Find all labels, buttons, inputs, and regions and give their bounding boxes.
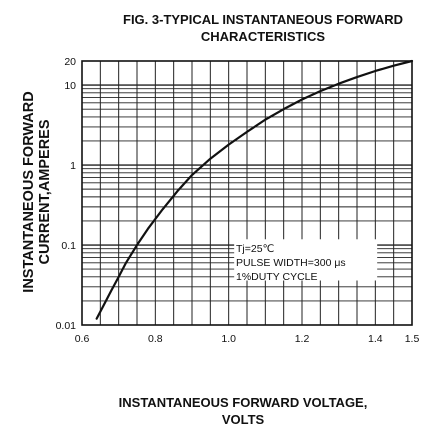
x-tick-label: 0.6 [75, 333, 90, 345]
grid [82, 61, 412, 325]
y-axis-label: INSTANTANEOUS FORWARD CURRENT,AMPERES [21, 91, 53, 292]
y-axis-label-line-1: INSTANTANEOUS FORWARD [21, 91, 37, 292]
y-tick-label: 0.01 [56, 320, 77, 332]
x-tick-label: 0.8 [148, 333, 163, 345]
y-tick-label: 10 [64, 80, 76, 92]
annotation-background [234, 239, 378, 281]
y-tick-label: 1 [70, 160, 76, 172]
x-tick-label: 1.2 [295, 333, 310, 345]
y-axis-label-line-2: CURRENT,AMPERES [37, 119, 53, 264]
annotation-pulse-width: PULSE WIDTH=300 μs [236, 257, 346, 269]
plot-frame [81, 60, 413, 326]
x-tick-label: 1.4 [368, 333, 383, 345]
y-tick-label: 20 [64, 56, 76, 68]
chart-title: FIG. 3-TYPICAL INSTANTANEOUS FORWARD CHA… [123, 12, 403, 44]
annotation-duty-cycle: 1%DUTY CYCLE [236, 271, 318, 283]
tick-labels: 0.6 0.8 1.0 1.2 1.4 1.5 0.01 0.1 1 10 20 [56, 56, 420, 345]
axes [81, 60, 413, 326]
chart-title-line-1: FIG. 3-TYPICAL INSTANTANEOUS FORWARD [123, 12, 403, 27]
x-tick-label: 1.0 [221, 333, 236, 345]
x-axis-label-line-1: INSTANTANEOUS FORWARD VOLTAGE, [119, 395, 368, 410]
annotation: Tj=25℃ PULSE WIDTH=300 μs 1%DUTY CYCLE [234, 239, 378, 283]
x-tick-label: 1.5 [405, 333, 420, 345]
series [95, 59, 414, 320]
x-axis-label: INSTANTANEOUS FORWARD VOLTAGE, VOLTS [119, 395, 368, 427]
x-axis-label-line-2: VOLTS [222, 412, 265, 427]
chart-title-line-2: CHARACTERISTICS [201, 29, 326, 44]
series-line-0 [95, 59, 414, 320]
annotation-temperature: Tj=25℃ [236, 243, 274, 255]
y-tick-label: 0.1 [61, 240, 76, 252]
